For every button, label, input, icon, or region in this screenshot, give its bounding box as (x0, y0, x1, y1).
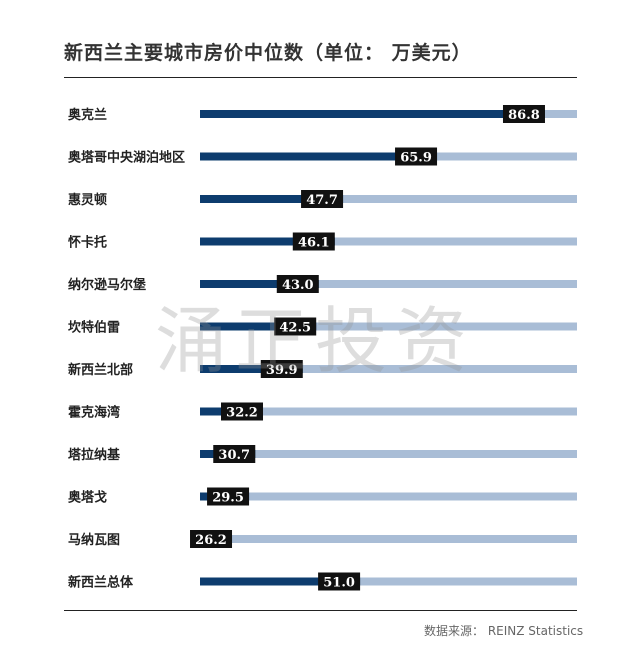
bottom-divider (64, 610, 577, 611)
bar (200, 195, 344, 203)
bar (200, 237, 335, 246)
bar-track (200, 195, 577, 203)
value-label: 47.7 (306, 193, 338, 208)
value-badge (276, 275, 319, 293)
bar (200, 365, 303, 373)
category-label: 坎特伯雷 (68, 320, 120, 336)
value-label: 43.0 (282, 278, 314, 293)
value-label: 30.7 (218, 448, 250, 463)
top-divider (64, 77, 577, 78)
value-label: 39.9 (266, 363, 298, 378)
bar-track (200, 450, 577, 458)
category-label: 惠灵顿 (68, 192, 107, 208)
value-label: 29.5 (212, 491, 244, 506)
value-badge (260, 360, 303, 378)
bar (200, 152, 438, 161)
bar-track (200, 322, 577, 331)
value-label: 26.2 (195, 533, 227, 548)
category-label: 奥塔哥中央湖泊地区 (68, 150, 185, 166)
value-badge (221, 402, 264, 421)
chart-title: 新西兰主要城市房价中位数（单位： 万美元） (64, 42, 472, 64)
value-badge (502, 105, 545, 123)
value-label: 42.5 (279, 321, 311, 336)
category-label: 奥克兰 (68, 107, 107, 123)
bar-track (200, 237, 577, 246)
value-badge (190, 530, 233, 548)
bar-track (200, 407, 577, 416)
value-label: 65.9 (400, 151, 432, 166)
bar (200, 110, 545, 118)
value-badge (292, 232, 335, 251)
value-badge (274, 317, 317, 336)
bar-track (200, 280, 577, 288)
category-label: 塔拉纳基 (68, 447, 121, 463)
source-note: 数据来源： REINZ Statistics (424, 624, 584, 638)
bar (200, 322, 317, 331)
value-badge (213, 445, 256, 463)
value-badge (207, 487, 250, 506)
category-label: 怀卡托 (68, 235, 107, 251)
bar (200, 577, 361, 586)
value-badge (395, 147, 438, 166)
bar-track (200, 577, 577, 586)
value-label: 86.8 (508, 108, 540, 123)
category-label: 霍克海湾 (68, 405, 120, 421)
bar-track (200, 365, 577, 373)
value-label: 51.0 (323, 576, 355, 591)
value-label: 32.2 (226, 406, 258, 421)
category-label: 纳尔逊马尔堡 (68, 277, 146, 293)
value-label: 46.1 (298, 236, 330, 251)
category-label: 新西兰北部 (68, 362, 133, 378)
value-badge (301, 190, 344, 208)
category-label: 新西兰总体 (68, 575, 134, 591)
bar (200, 280, 319, 288)
category-label: 奥塔戈 (68, 490, 107, 506)
category-label: 马纳瓦图 (68, 532, 120, 548)
bar-track (200, 535, 577, 543)
bar-track (200, 492, 577, 501)
value-badge (318, 572, 361, 591)
